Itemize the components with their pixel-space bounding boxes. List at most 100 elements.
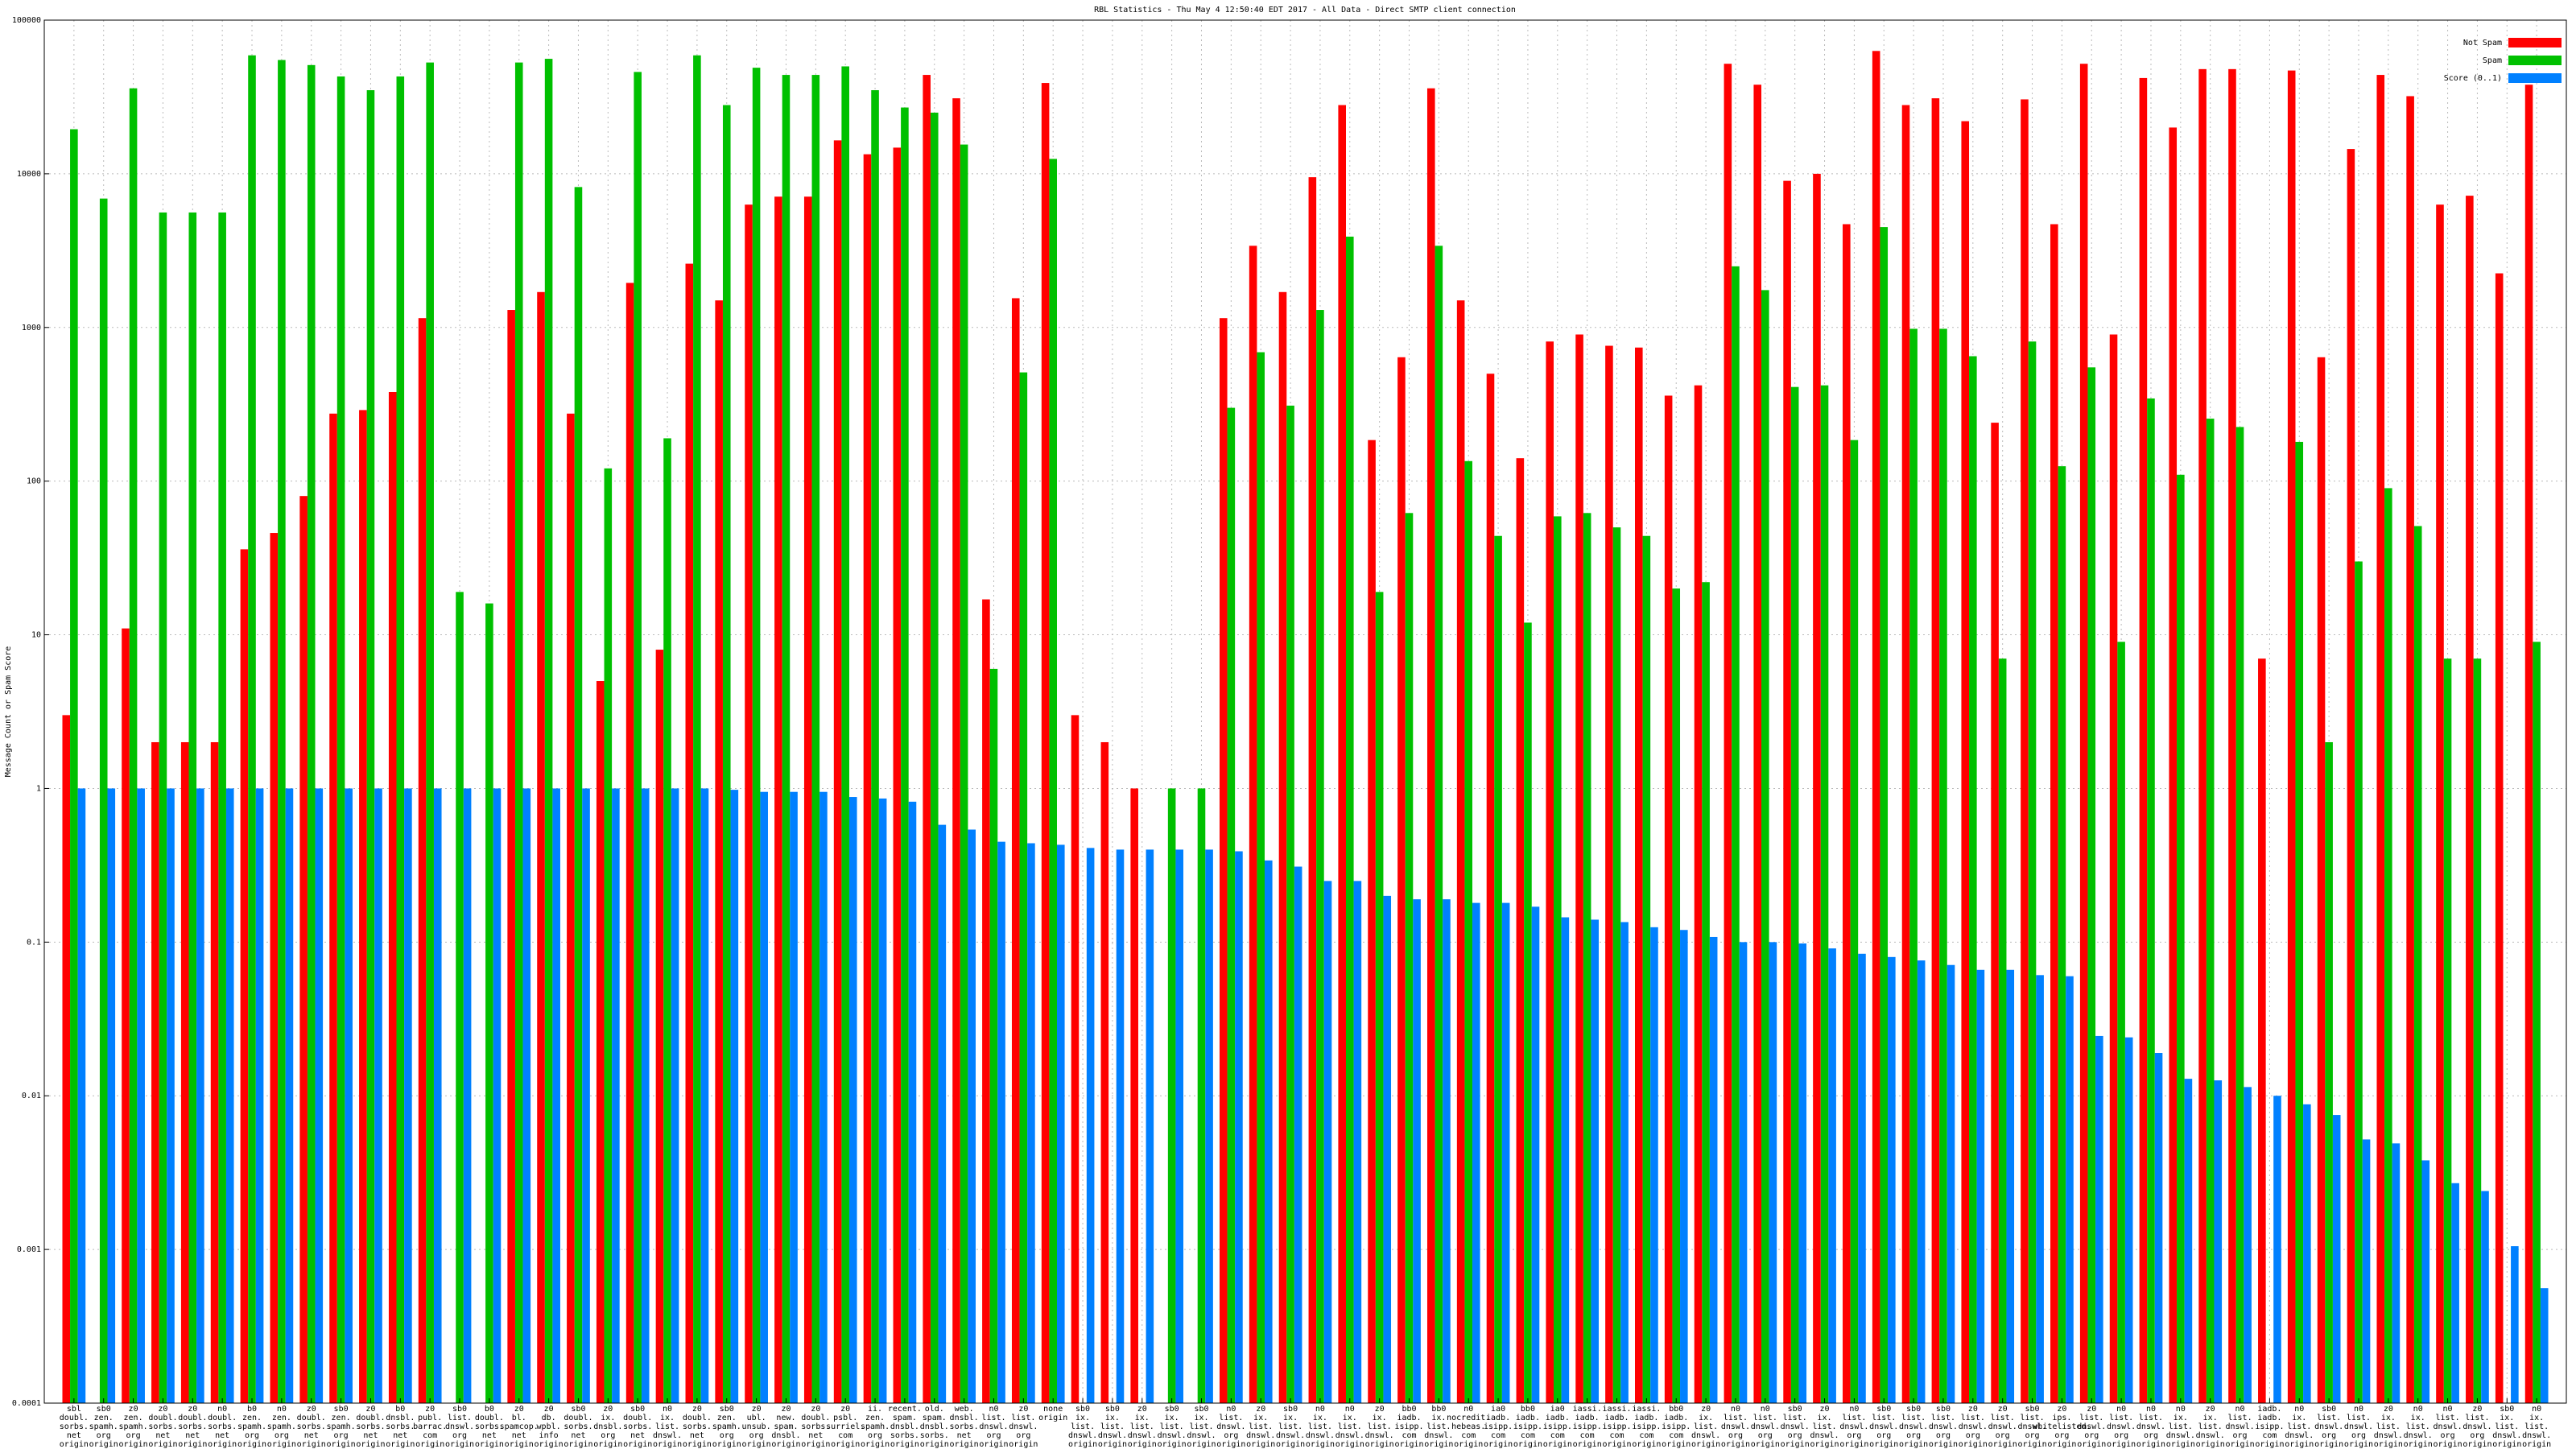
bar [2524,85,2533,1404]
x-tick-label: z0 list. dnswl. org origin [2462,1405,2491,1449]
x-tick-label-line: sorbs. [475,1422,504,1431]
x-tick-label-line: n0 [2116,1405,2126,1414]
x-tick-label: z0 ix. list. dnswl. origin [2374,1405,2403,1449]
x-tick-label-line: dnswl. [2344,1422,2373,1431]
bar [685,263,694,1403]
bar [1664,395,1673,1403]
x-tick-label-line: iadb. [1546,1414,1570,1422]
x-tick-label: b0 dnsbl. sorbs. net origin [386,1405,415,1449]
bar [2392,1143,2401,1403]
x-tick-label-line: doubl. [148,1414,177,1422]
x-tick-label-line: ii. [868,1405,882,1414]
x-tick-label-line: z0 [692,1405,702,1414]
bar [315,788,324,1403]
x-tick-label-line: sb0 [1283,1405,1298,1414]
x-tick-label: z0 ix. list. dnswl. origin [1246,1405,1275,1449]
x-tick-label: z0 doubl. sorbs. net origin [683,1405,712,1449]
bar [1286,405,1294,1403]
x-tick-label-line: origin [1751,1440,1780,1449]
x-tick-label-line: sb0 [1194,1405,1208,1414]
x-tick-label-line: ix. [1817,1414,1831,1422]
x-tick-label-line: org [1876,1431,1891,1440]
x-tick-label-line: z0 [840,1405,850,1414]
x-tick-label-line: z0 [1018,1405,1028,1414]
x-tick-label: z0 ix. list. dnswl. origin [1128,1405,1157,1449]
bar [1345,236,1354,1404]
x-tick-label: z0 list. dnswl. org origin [1988,1405,2017,1449]
bar [329,413,337,1403]
x-tick-label-line: ix. [2174,1414,2188,1422]
x-tick-label-line: dnsbl. [593,1422,622,1431]
x-tick-label-line: org [245,1431,259,1440]
bar [1472,902,1480,1403]
bar [1843,224,1851,1404]
x-tick-label: iassi. iadb. isipp. com origin [1602,1405,1631,1449]
x-tick-label-line: com [838,1431,852,1440]
bar [1501,902,1510,1403]
bar [1790,386,1799,1404]
x-tick-label-line: list. [1842,1414,1866,1422]
x-tick-label-line: n0 [2354,1405,2363,1414]
x-tick-label-line: origin [237,1440,266,1449]
bar [299,496,308,1403]
x-tick-label-line: ix. [2292,1414,2306,1422]
bar [493,788,502,1403]
x-tick-label-line: origin [2344,1440,2373,1449]
x-tick-label-line: n0 [217,1405,227,1414]
bar [596,681,605,1403]
x-tick-label-line: origin [1810,1440,1839,1449]
bar [1426,88,1435,1404]
bar [1235,851,1243,1403]
x-tick-label-line: dnswl. [1959,1422,1988,1431]
x-tick-label: n0 ix. list. dnswl. origin [2522,1405,2551,1449]
x-tick-label-line: spam. [893,1414,917,1422]
x-tick-label-line: list. [2495,1422,2519,1431]
x-tick-label-line: origin [505,1440,534,1449]
x-tick-label-line: com [1609,1431,1624,1440]
x-tick-label-line: z0 [158,1405,167,1414]
x-tick-label-line: list. [2376,1422,2401,1431]
bar [782,75,791,1404]
bar [2050,224,2058,1404]
x-tick-label: ia0 iadb. isipp. com origin [1543,1405,1572,1449]
bar [2533,642,2541,1403]
x-tick-label-line: z0 [129,1405,138,1414]
bar [2362,1139,2371,1403]
x-tick-label-line: list. [1368,1422,1392,1431]
x-tick-label-line: sorbs. [950,1422,979,1431]
bar [544,59,553,1403]
x-tick-label-line: n0 [1731,1405,1740,1414]
x-tick-label-line: sb0 [2322,1405,2336,1414]
bar [1917,960,1926,1403]
x-tick-label-line: org [1016,1431,1030,1440]
x-tick-label-line: list. [2406,1422,2430,1431]
bar [1880,227,1889,1403]
x-tick-label-line: sorbs. [208,1422,237,1431]
x-tick-label-line: dnswl. [2017,1422,2046,1431]
x-tick-label-line: dnswl. [1246,1431,1275,1440]
x-tick-label: n0 zen. spamh. org origin [267,1405,296,1449]
x-tick-label: n0 ix. list. dnswl. origin [653,1405,682,1449]
x-tick-label-line: list. [2198,1422,2223,1431]
x-tick-label-line: sb0 [1788,1405,1802,1414]
bar [901,107,909,1403]
x-tick-label-line: list. [1189,1422,1213,1431]
bar [1554,516,1562,1403]
x-tick-label-line: net [393,1431,407,1440]
x-tick-label-line: origin [119,1440,148,1449]
bar [863,154,872,1404]
x-tick-label-line: origin [415,1440,444,1449]
bar [1130,788,1138,1403]
x-tick-label-line: dnswl. [1158,1431,1187,1440]
x-tick-label-line: z0 [2384,1405,2393,1414]
bar [1575,334,1583,1404]
x-tick-label-line: dnswl. [2225,1422,2254,1431]
x-tick-label: sb0 doubl. sorbs. net origin [623,1405,652,1449]
bar [2384,488,2392,1403]
x-tick-label-line: isipp. [1662,1422,1690,1431]
bar [1368,440,1376,1404]
bar [2095,1035,2103,1403]
bar [1828,948,1836,1403]
x-tick-label: iadb. iadb. isipp. com origin [2255,1405,2284,1449]
bar [1976,969,1985,1403]
